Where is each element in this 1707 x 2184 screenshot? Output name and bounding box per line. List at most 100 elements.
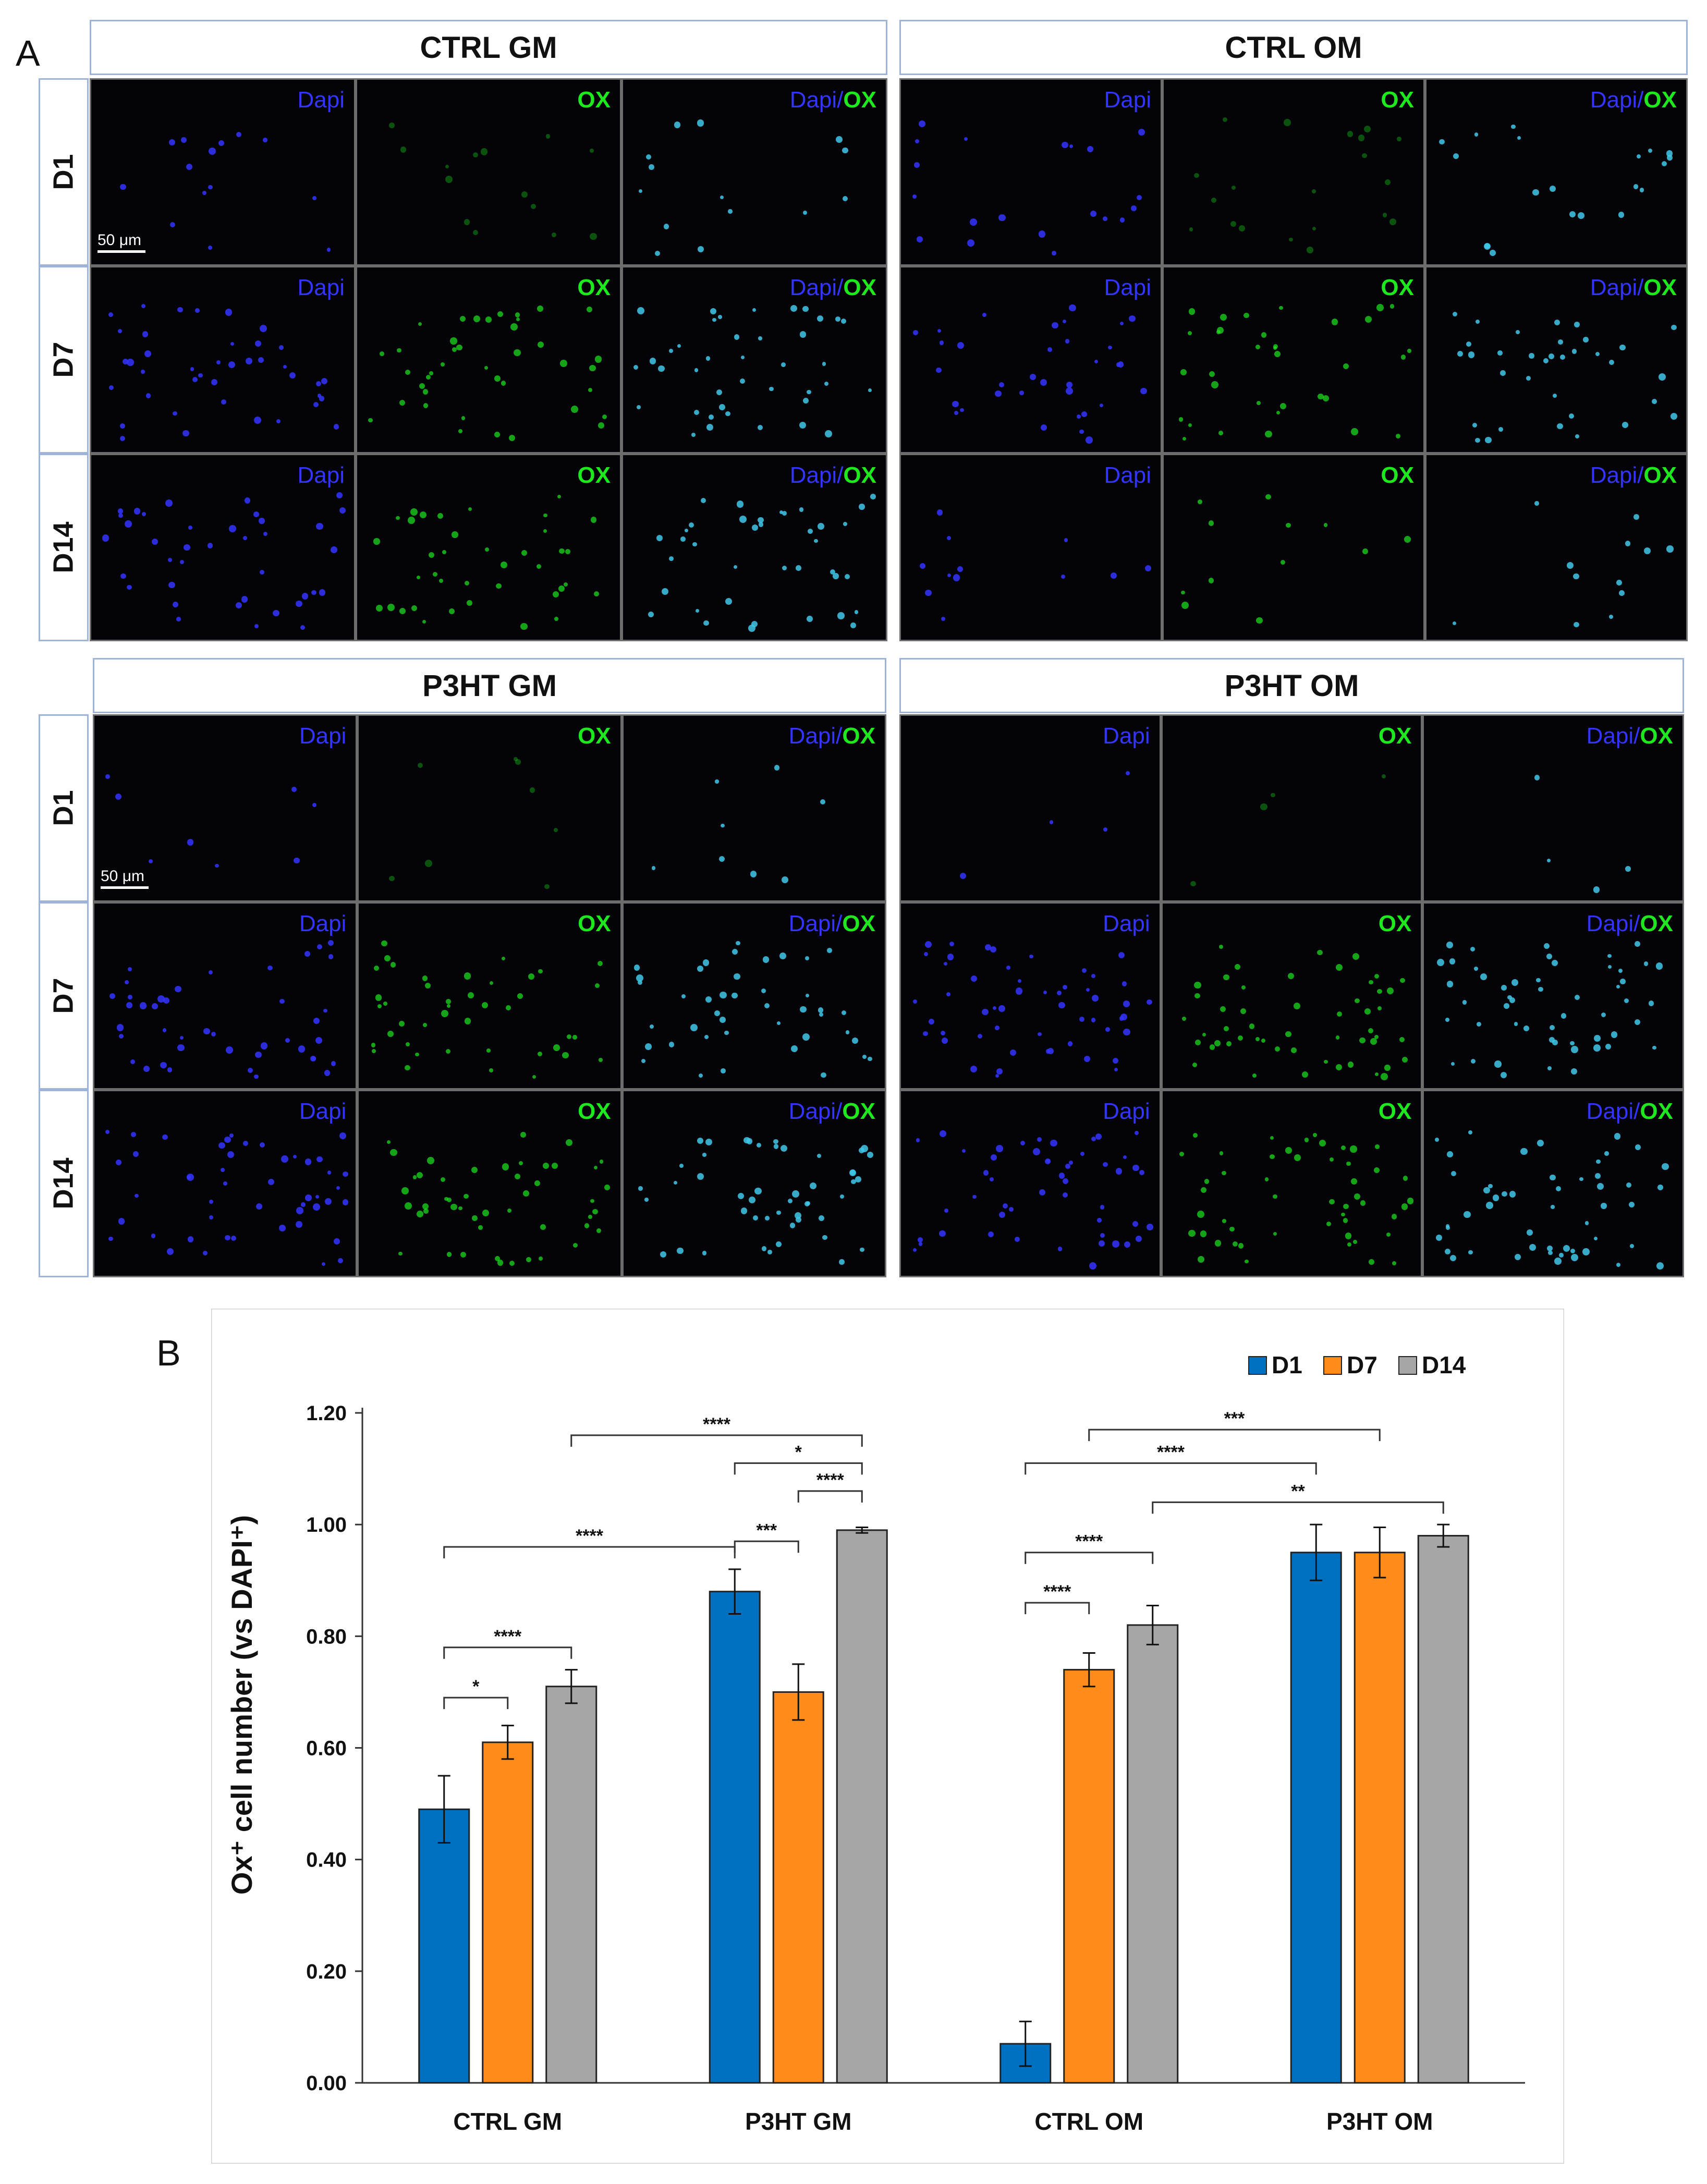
channel-label: Dapi/OX (1587, 911, 1673, 937)
cell-nucleus (827, 948, 832, 954)
cell-nucleus (187, 1236, 194, 1242)
cell-nucleus (192, 377, 198, 383)
cell-nucleus (419, 511, 426, 518)
channel-ox: OX (577, 87, 611, 113)
cell-nucleus (521, 550, 528, 556)
cell-nucleus (195, 308, 200, 313)
cell-nucleus (674, 1180, 678, 1185)
cell-nucleus (464, 972, 471, 980)
channel-ox: OX (578, 723, 611, 749)
cell-nucleus (1549, 186, 1556, 192)
cell-nucleus (440, 1177, 445, 1182)
cell-nucleus (515, 312, 520, 318)
cell-nucleus (1039, 1189, 1045, 1195)
row-label-d1: D1 (39, 714, 89, 902)
channel-separator: / (1633, 723, 1640, 749)
cell-nucleus (1446, 1224, 1450, 1228)
cell-nucleus (681, 994, 686, 999)
x-category-label: CTRL OM (1034, 2108, 1143, 2135)
cell-nucleus (1137, 195, 1142, 201)
cell-nucleus (1118, 361, 1124, 368)
cell-nucleus (1118, 951, 1125, 959)
cell-nucleus (505, 1005, 511, 1011)
cell-nucleus (1382, 213, 1387, 218)
cell-nucleus (998, 1211, 1006, 1218)
cell-nucleus (422, 975, 428, 981)
cell-nucleus (1671, 324, 1677, 331)
cell-nucleus (333, 424, 339, 430)
cell-nucleus (384, 955, 391, 962)
cell-nucleus (405, 369, 411, 375)
cell-nucleus (1593, 886, 1600, 894)
cell-nucleus (494, 1255, 501, 1262)
cell-nucleus (1468, 1130, 1473, 1135)
cell-nucleus (447, 1004, 451, 1008)
cell-nucleus (328, 954, 334, 959)
cell-nucleus (565, 548, 570, 554)
cell-nucleus (758, 522, 764, 527)
cell-nucleus (316, 944, 322, 949)
cell-nucleus (396, 516, 400, 520)
cell-nucleus (952, 400, 959, 408)
cell-nucleus (1181, 601, 1189, 609)
row-label-text: D1 (48, 790, 79, 826)
cell-nucleus (649, 1024, 654, 1029)
cell-nucleus (1351, 1178, 1357, 1185)
cell-nucleus (590, 233, 598, 240)
bar (1063, 1669, 1115, 2084)
cell-nucleus (1534, 501, 1539, 506)
cell-nucleus (1462, 999, 1467, 1005)
cell-nucleus (1289, 237, 1293, 242)
cell-nucleus (190, 367, 194, 371)
cell-nucleus (750, 871, 757, 877)
legend-label: D7 (1347, 1351, 1377, 1378)
cell-nucleus (712, 318, 716, 322)
cell-nucleus (1249, 1023, 1255, 1029)
cell-nucleus (1312, 1133, 1317, 1137)
cell-nucleus (557, 495, 562, 499)
cell-nucleus (207, 543, 213, 548)
cell-nucleus (795, 1217, 801, 1223)
row-label-text: D14 (48, 521, 79, 574)
channel-dapi: Dapi (1590, 275, 1638, 300)
cell-nucleus (1045, 1158, 1051, 1164)
cell-nucleus (1593, 1044, 1601, 1052)
y-tick-label: 1.00 (306, 1514, 347, 1536)
cell-nucleus (1329, 1157, 1334, 1162)
cell-nucleus (981, 1008, 989, 1016)
panel-b-letter: B (156, 1333, 181, 1373)
cell-nucleus (1129, 315, 1136, 322)
cell-nucleus (281, 1155, 288, 1163)
cell-nucleus (1608, 615, 1613, 619)
cell-nucleus (1067, 1041, 1073, 1046)
cell-nucleus (273, 609, 279, 617)
cell-nucleus (450, 337, 457, 345)
cell-nucleus (998, 1005, 1005, 1012)
cell-nucleus (970, 218, 977, 226)
cell-nucleus (127, 584, 132, 590)
cell-nucleus (1114, 1067, 1118, 1071)
cell-nucleus (1345, 1233, 1352, 1239)
cell-nucleus (1635, 1019, 1641, 1025)
cell-nucleus (1091, 974, 1096, 979)
dapi-micrograph: Dapi (899, 714, 1161, 902)
cell-nucleus (368, 418, 373, 422)
dapi-micrograph: Dapi (899, 78, 1162, 266)
cell-nucleus (126, 1002, 132, 1008)
cell-nucleus (558, 585, 565, 592)
merge-micrograph: Dapi/OX (621, 902, 886, 1090)
cell-nucleus (553, 591, 559, 598)
cell-nucleus (916, 1138, 920, 1142)
cell-nucleus (702, 959, 710, 966)
cell-nucleus (529, 787, 535, 793)
cell-nucleus (223, 1181, 227, 1186)
cell-nucleus (731, 949, 738, 955)
dapi-micrograph: Dapi (90, 266, 356, 454)
cell-nucleus (803, 211, 808, 215)
cell-nucleus (1498, 426, 1503, 432)
bar (1290, 1552, 1342, 2084)
channel-label: OX (577, 87, 611, 113)
cell-nucleus (1252, 1073, 1257, 1078)
cell-nucleus (918, 1242, 923, 1246)
scale-bar-label: 50 μm (101, 868, 144, 885)
